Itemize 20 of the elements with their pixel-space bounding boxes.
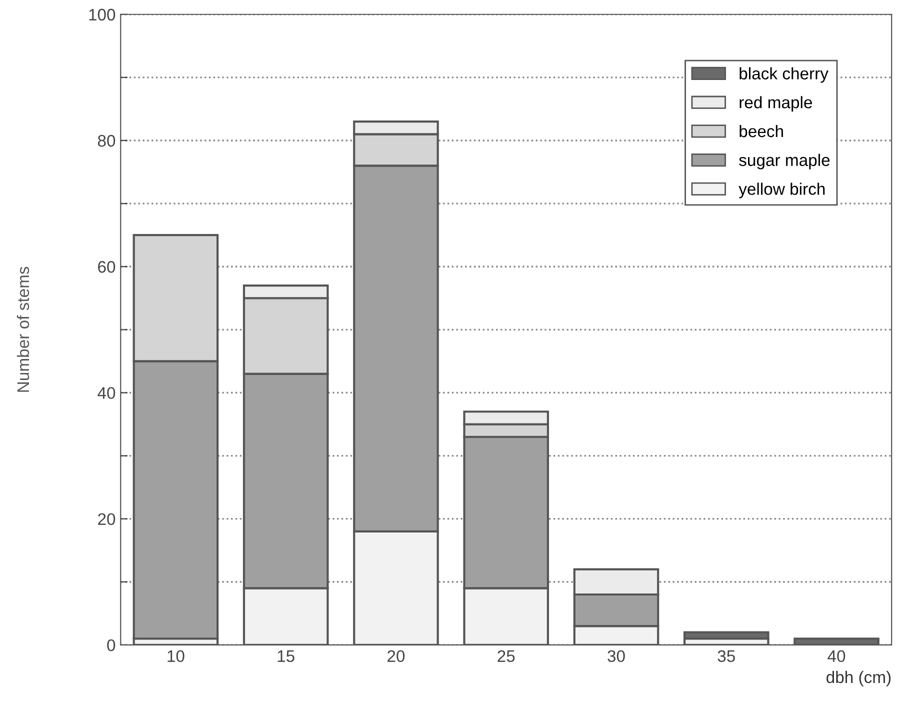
y-tick-label: 100 bbox=[89, 8, 116, 21]
legend-label: yellow birch bbox=[738, 182, 825, 198]
legend-label: sugar maple bbox=[739, 154, 830, 170]
y-axis-title: Number of stems bbox=[16, 266, 30, 392]
x-tick-label: 35 bbox=[718, 650, 735, 662]
x-tick-label: 30 bbox=[608, 650, 625, 662]
x-axis-title: dbh (cm) bbox=[826, 670, 891, 686]
y-tick-label: 0 bbox=[107, 639, 116, 652]
x-tick-label: 20 bbox=[388, 650, 405, 662]
y-tick-label: 80 bbox=[98, 134, 116, 147]
x-tick-label: 15 bbox=[278, 650, 294, 662]
y-tick-label: 60 bbox=[98, 261, 116, 273]
legend-label: black cherry bbox=[740, 67, 828, 83]
y-tick-label: 20 bbox=[98, 513, 116, 526]
legend-label: beech bbox=[740, 124, 783, 138]
legend-label: red maple bbox=[740, 96, 812, 112]
x-tick-label: 10 bbox=[168, 650, 184, 662]
x-tick-label: 25 bbox=[498, 650, 515, 662]
y-tick-label: 40 bbox=[98, 387, 116, 399]
x-tick-label: 40 bbox=[828, 650, 846, 662]
